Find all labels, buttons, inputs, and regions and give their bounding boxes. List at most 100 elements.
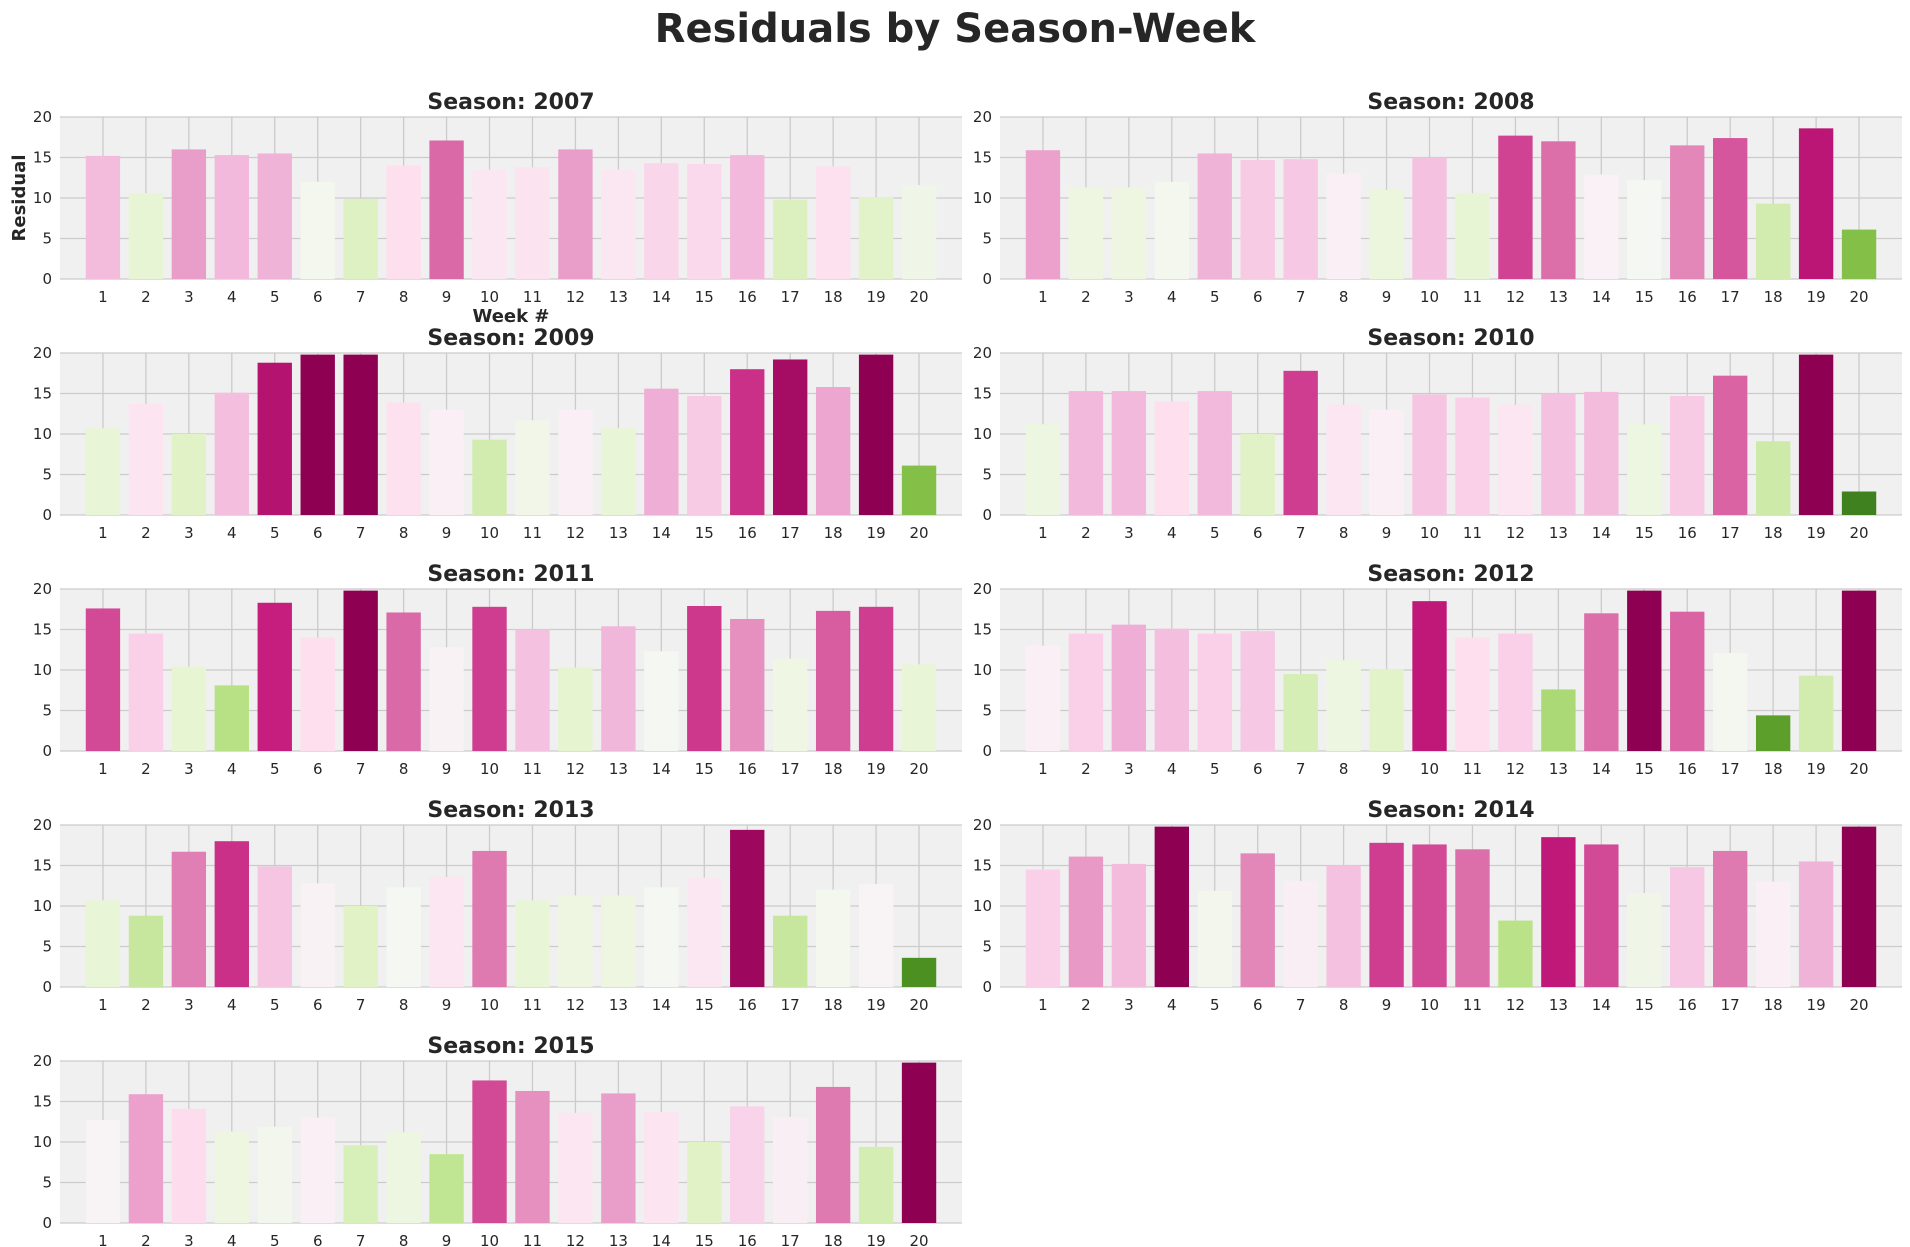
x-tick-label: 19: [1807, 524, 1826, 542]
bar-week-17: [773, 658, 808, 751]
x-tick-label: 5: [270, 996, 280, 1014]
figure-title: Residuals by Season-Week: [655, 6, 1257, 52]
y-tick-label: 5: [42, 1174, 52, 1192]
bar-week-20: [1841, 590, 1877, 751]
x-tick-label: 16: [738, 760, 757, 778]
bar-week-8: [1326, 404, 1361, 515]
x-tick-label: 5: [270, 524, 280, 542]
y-tick-label: 5: [42, 702, 52, 720]
x-tick-label: 8: [1339, 288, 1349, 306]
x-tick-label: 13: [609, 1232, 628, 1247]
y-tick-label: 5: [982, 466, 992, 484]
x-tick-label: 13: [1549, 996, 1568, 1014]
bar-week-9: [429, 140, 464, 279]
y-tick-label: 0: [42, 506, 52, 524]
x-tick-label: 11: [1463, 288, 1482, 306]
bar-week-18: [815, 610, 851, 751]
x-tick-label: 6: [1253, 996, 1263, 1014]
bar-week-9: [1369, 409, 1404, 515]
bar-week-1: [85, 428, 121, 515]
x-tick-label: 20: [910, 524, 929, 542]
x-tick-label: 3: [184, 288, 194, 306]
bar-week-12: [1498, 633, 1533, 751]
x-tick-label: 12: [566, 1232, 585, 1247]
bar-week-10: [472, 850, 507, 987]
y-tick-label: 10: [33, 661, 52, 679]
bar-week-8: [386, 165, 421, 279]
x-tick-label: 4: [1167, 288, 1177, 306]
x-tick-label: 13: [609, 996, 628, 1014]
bar-week-11: [515, 629, 550, 751]
x-tick-label: 5: [1210, 996, 1220, 1014]
bar-week-16: [730, 618, 765, 751]
y-tick-label: 0: [982, 506, 992, 524]
x-tick-label: 11: [1463, 524, 1482, 542]
y-tick-label: 10: [33, 897, 52, 915]
x-tick-label: 7: [1296, 996, 1306, 1014]
bar-week-7: [343, 1145, 378, 1223]
bar-week-16: [730, 155, 765, 279]
x-tick-label: 17: [781, 760, 800, 778]
x-tick-label: 6: [1253, 524, 1263, 542]
x-tick-label: 13: [1549, 524, 1568, 542]
bar-week-7: [1283, 370, 1318, 515]
bar-week-10: [472, 169, 507, 279]
x-tick-label: 9: [442, 996, 452, 1014]
x-tick-label: 17: [781, 1232, 800, 1247]
y-tick-label: 0: [982, 742, 992, 760]
bar-week-14: [1584, 613, 1619, 751]
x-tick-label: 5: [1210, 288, 1220, 306]
bar-week-3: [171, 434, 207, 515]
bar-week-14: [1584, 174, 1619, 279]
bar-week-5: [257, 866, 292, 987]
bar-week-10: [472, 1080, 507, 1223]
x-tick-label: 2: [1081, 288, 1091, 306]
y-tick-label: 20: [973, 108, 992, 126]
x-tick-label: 16: [738, 1232, 757, 1247]
x-tick-label: 1: [98, 996, 108, 1014]
x-tick-label: 18: [824, 760, 843, 778]
bar-week-10: [472, 439, 507, 515]
x-tick-label: 6: [1253, 760, 1263, 778]
x-tick-label: 19: [867, 1232, 886, 1247]
bar-week-18: [815, 1086, 851, 1223]
bar-week-4: [214, 841, 249, 987]
x-tick-label: 13: [609, 288, 628, 306]
bar-week-8: [386, 612, 421, 751]
x-tick-label: 12: [566, 996, 585, 1014]
x-tick-label: 14: [1592, 760, 1611, 778]
x-tick-label: 7: [1296, 760, 1306, 778]
bar-week-10: [1412, 844, 1447, 987]
x-tick-label: 4: [1167, 760, 1177, 778]
x-tick-label: 9: [1382, 996, 1392, 1014]
x-tick-label: 10: [480, 524, 499, 542]
x-tick-label: 18: [824, 996, 843, 1014]
x-tick-label: 18: [1764, 524, 1783, 542]
y-tick-label: 0: [42, 742, 52, 760]
bar-week-1: [85, 1120, 121, 1223]
bar-week-12: [558, 409, 593, 515]
bar-week-19: [1798, 128, 1834, 279]
x-tick-label: 18: [1764, 288, 1783, 306]
x-tick-label: 4: [227, 524, 237, 542]
bar-week-19: [858, 1146, 894, 1223]
x-tick-label: 20: [1850, 288, 1869, 306]
bar-week-17: [1713, 138, 1748, 279]
x-tick-label: 1: [98, 760, 108, 778]
bar-week-9: [1369, 842, 1404, 987]
bar-week-20: [901, 664, 937, 751]
y-tick-label: 10: [973, 897, 992, 915]
bar-week-15: [687, 877, 722, 987]
bar-week-12: [1498, 135, 1533, 279]
x-tick-label: 5: [270, 1232, 280, 1247]
x-tick-label: 3: [184, 524, 194, 542]
x-tick-label: 12: [566, 524, 585, 542]
subplot-title: Season: 2007: [427, 90, 594, 115]
x-tick-label: 17: [781, 996, 800, 1014]
x-tick-label: 15: [695, 288, 714, 306]
x-tick-label: 3: [184, 996, 194, 1014]
bar-week-18: [815, 166, 851, 279]
bar-week-5: [257, 602, 292, 751]
